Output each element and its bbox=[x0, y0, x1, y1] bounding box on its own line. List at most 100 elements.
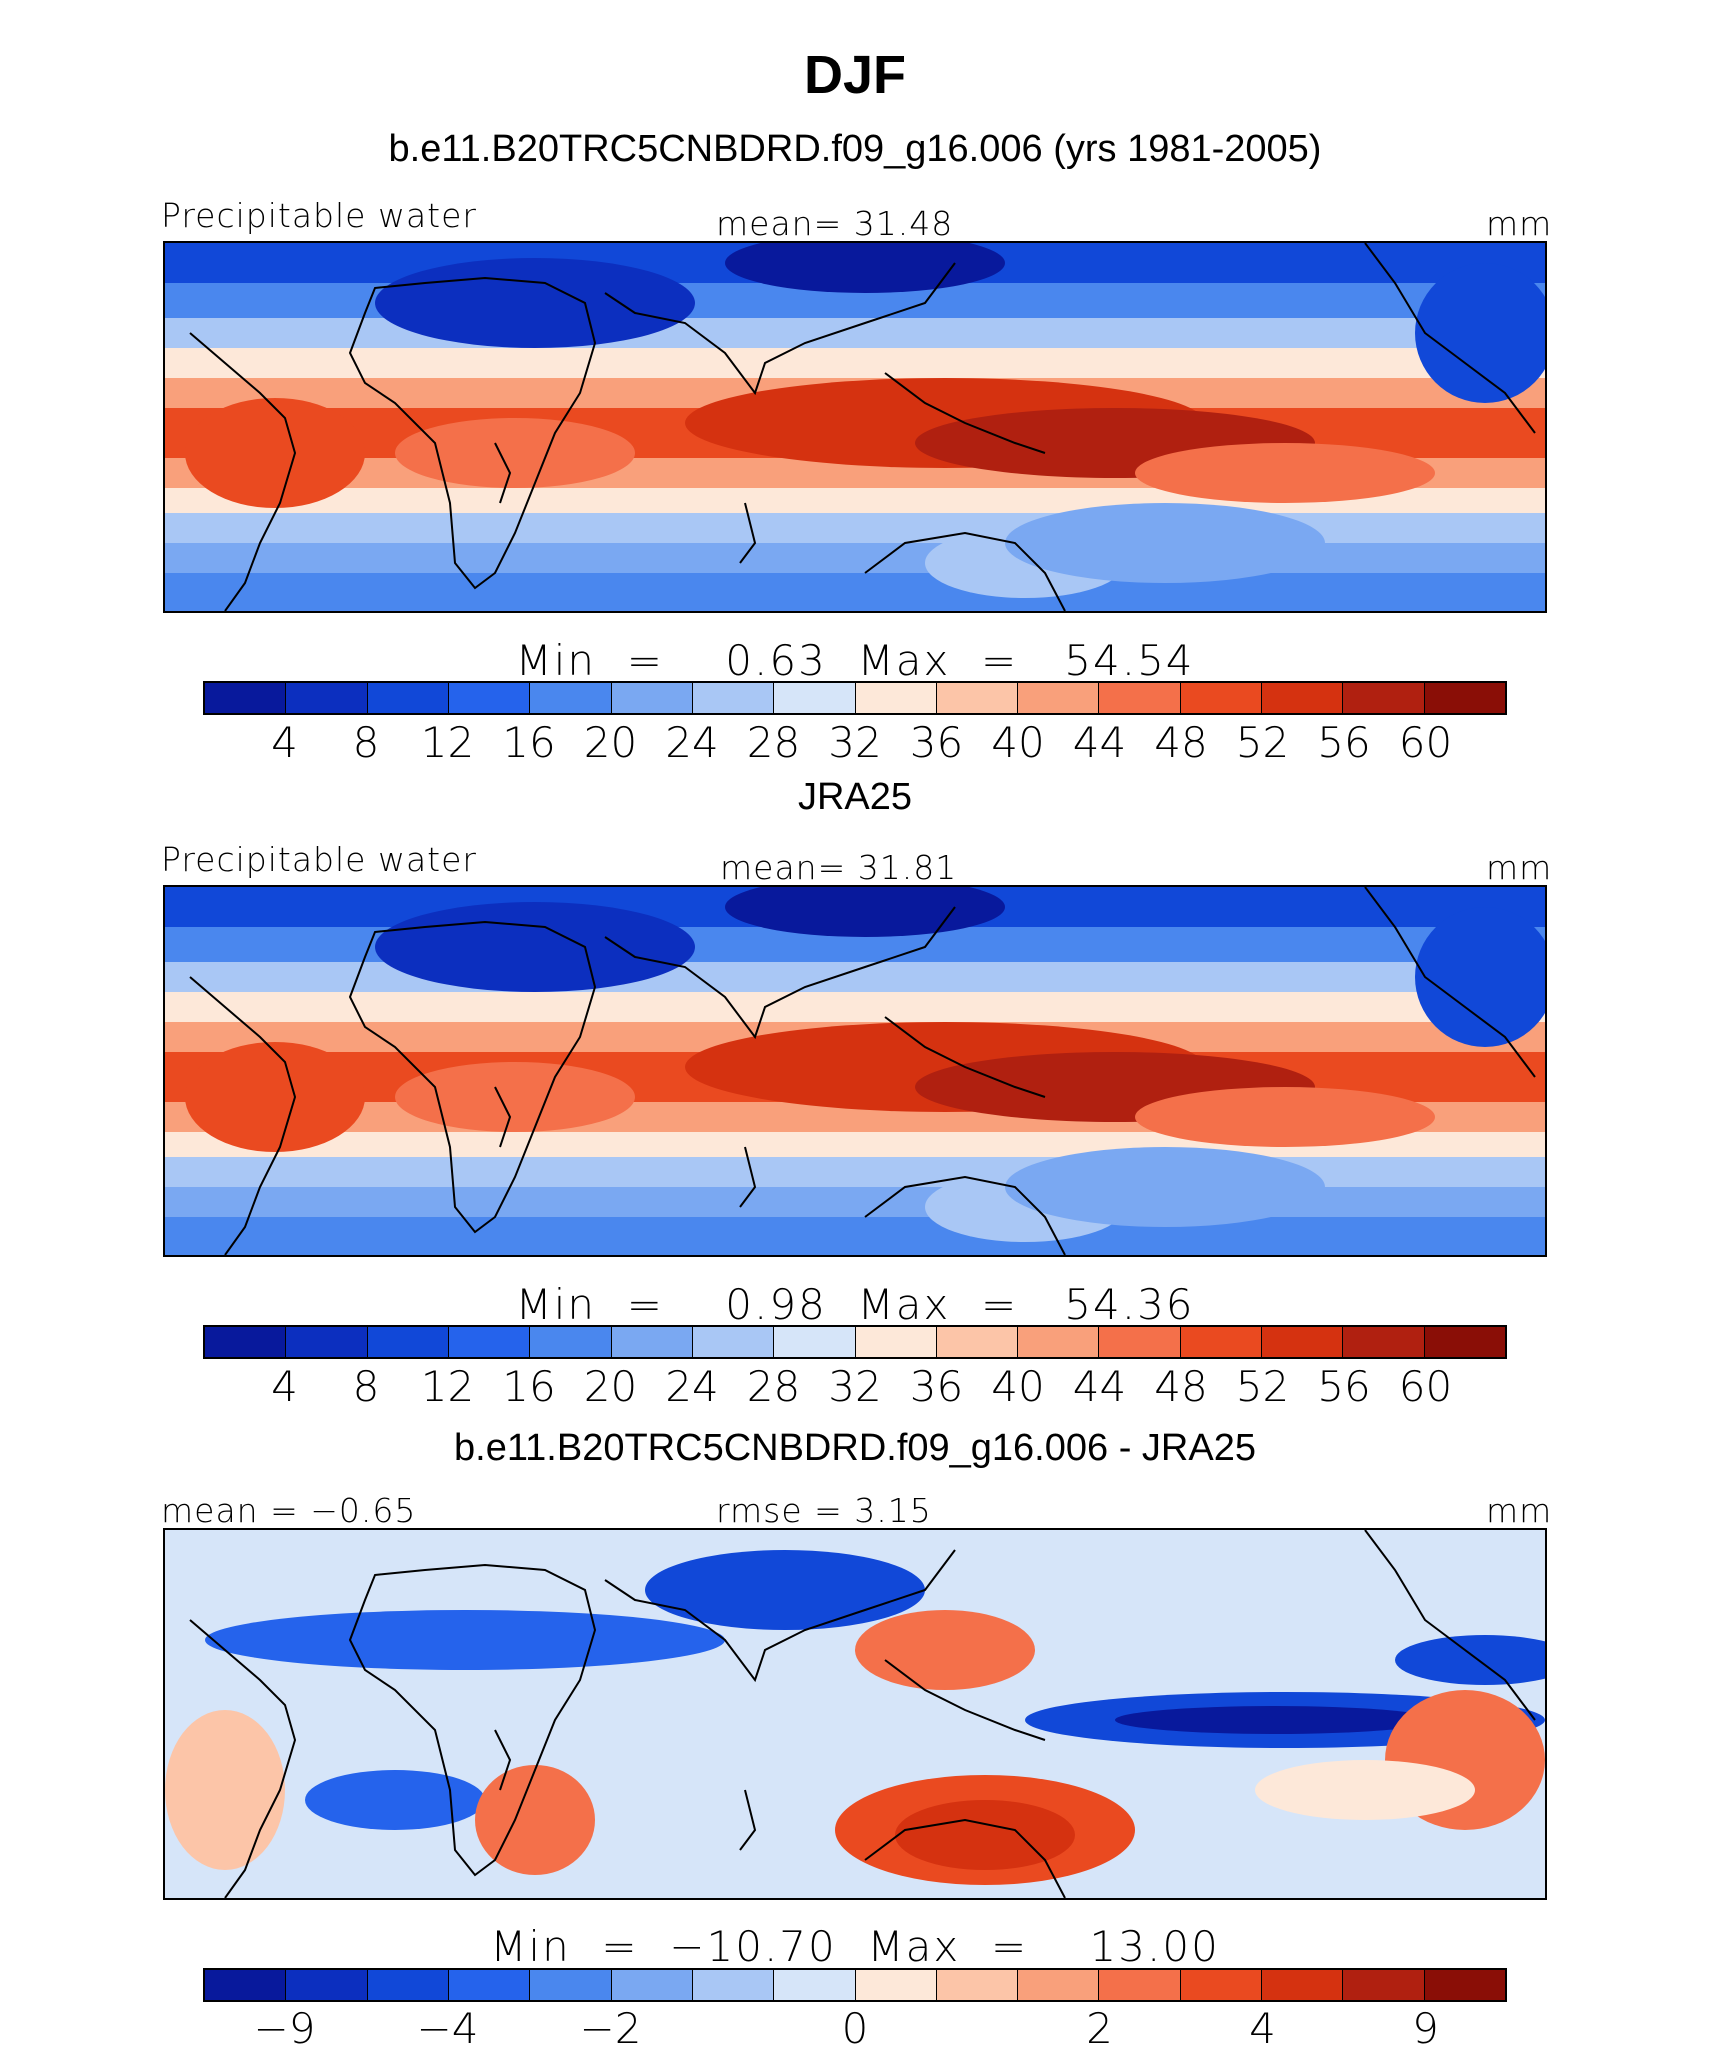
colorbar-cell bbox=[611, 1327, 693, 1357]
contour-band bbox=[165, 318, 1545, 348]
colorbar-tick-label: 48 bbox=[1154, 718, 1208, 767]
coastline bbox=[864, 1818, 1066, 1898]
colorbar-cell bbox=[1424, 683, 1505, 713]
colorbar-tick-label: 28 bbox=[746, 718, 801, 767]
colorbar-tick-label: 24 bbox=[665, 1362, 719, 1411]
colorbar-cell bbox=[448, 683, 531, 713]
colorbar-cell bbox=[1343, 1327, 1425, 1357]
contour-region bbox=[725, 243, 1005, 293]
contour-band bbox=[165, 513, 1545, 543]
coastline bbox=[494, 442, 512, 504]
coastline bbox=[864, 1175, 1066, 1255]
colorbar-cell bbox=[1099, 683, 1181, 713]
colorbar-tick-label: 8 bbox=[352, 718, 380, 767]
coastline bbox=[1364, 887, 1536, 1078]
coastline bbox=[189, 332, 297, 611]
colorbar-tick-label: 4 bbox=[271, 1362, 298, 1411]
contour-band bbox=[165, 1187, 1545, 1217]
colorbar-cell bbox=[1018, 683, 1100, 713]
contour-region bbox=[1135, 1087, 1435, 1147]
coastline bbox=[494, 1086, 512, 1148]
panel-2-colorbar-ticks: 4 8 12 16 20 24 28 32 36 40 44 48 52 56 60 bbox=[203, 1362, 1507, 1412]
contour-band bbox=[165, 962, 1545, 992]
colorbar-cell bbox=[774, 683, 856, 713]
colorbar-cell bbox=[1099, 1327, 1181, 1357]
panel-2-map bbox=[163, 885, 1547, 1257]
colorbar-tick-label: −2 bbox=[579, 2004, 642, 2053]
colorbar-tick-label: 4 bbox=[1249, 2004, 1276, 2053]
colorbar-tick-label: 32 bbox=[828, 718, 882, 767]
colorbar-tick-label: 60 bbox=[1398, 718, 1453, 767]
colorbar-cell bbox=[530, 1327, 612, 1357]
coastline bbox=[1364, 243, 1536, 434]
colorbar-cell bbox=[1262, 1327, 1344, 1357]
contour-region bbox=[1415, 907, 1545, 1047]
contour-band bbox=[165, 1157, 1545, 1187]
colorbar-cell bbox=[1099, 1970, 1181, 2000]
contour-band bbox=[165, 543, 1545, 573]
panel-2-title: JRA25 bbox=[797, 776, 913, 818]
panel-1-mean-label: mean= 31.48 bbox=[716, 204, 954, 243]
colorbar-cell bbox=[855, 1327, 937, 1357]
coastline bbox=[348, 1563, 597, 1877]
contour-region bbox=[1115, 1706, 1435, 1734]
colorbar-cell bbox=[936, 1327, 1019, 1357]
contour-region bbox=[1395, 1635, 1545, 1685]
panel-1-map bbox=[163, 241, 1547, 613]
coastline bbox=[864, 531, 1066, 611]
contour-region bbox=[185, 1042, 365, 1152]
colorbar-cell bbox=[286, 1327, 368, 1357]
colorbar-cell bbox=[1180, 1970, 1263, 2000]
contour-band bbox=[165, 348, 1545, 378]
contour-region bbox=[645, 1550, 925, 1630]
colorbar-tick-label: 12 bbox=[420, 718, 475, 767]
figure-title: DJF bbox=[803, 45, 906, 105]
contour-region bbox=[1005, 1147, 1325, 1227]
colorbar-cell bbox=[530, 1970, 612, 2000]
contour-region bbox=[375, 258, 695, 348]
coastline bbox=[1364, 1530, 1536, 1721]
panel-3-title: b.e11.B20TRC5CNBDRD.f09_g16.006 - JRA25 bbox=[454, 1427, 1256, 1469]
colorbar-cell bbox=[205, 1970, 287, 2000]
coastline bbox=[884, 372, 1046, 454]
panel-1-colorbar-ticks: 4 8 12 16 20 24 28 32 36 40 44 48 52 56 60 bbox=[203, 718, 1507, 768]
coastline bbox=[494, 1729, 512, 1791]
colorbar-tick-label: 20 bbox=[583, 1362, 638, 1411]
colorbar-cell bbox=[448, 1970, 531, 2000]
panel-1-units-label: mm bbox=[1486, 204, 1553, 243]
contour-region bbox=[1005, 503, 1325, 583]
colorbar-cell bbox=[1262, 683, 1344, 713]
colorbar-cell bbox=[774, 1327, 856, 1357]
contour-region bbox=[165, 1710, 285, 1870]
colorbar-cell bbox=[1343, 683, 1425, 713]
colorbar-tick-label: −4 bbox=[416, 2004, 479, 2053]
colorbar-tick-label: 4 bbox=[271, 718, 298, 767]
colorbar-tick-label: 2 bbox=[1086, 2004, 1113, 2053]
colorbar-tick-label: 20 bbox=[583, 718, 638, 767]
colorbar-cell bbox=[936, 1970, 1019, 2000]
colorbar-cell bbox=[1018, 1970, 1100, 2000]
colorbar-cell bbox=[611, 1970, 693, 2000]
colorbar-tick-label: 0 bbox=[841, 2004, 869, 2053]
panel-3-colorbar-ticks: −9 −4 −2 0 2 4 9 bbox=[203, 2004, 1507, 2054]
panel-2-variable-label: Precipitable water bbox=[161, 840, 477, 879]
contour-region bbox=[205, 1610, 725, 1670]
coastline bbox=[604, 1549, 956, 1683]
coastline bbox=[348, 276, 597, 590]
colorbar-cell bbox=[692, 1970, 775, 2000]
panel-3-mean-label: mean = −0.65 bbox=[161, 1491, 417, 1530]
colorbar-tick-label: −9 bbox=[253, 2004, 316, 2053]
colorbar-tick-label: 12 bbox=[420, 1362, 475, 1411]
colorbar-tick-label: 9 bbox=[1412, 2004, 1439, 2053]
colorbar-tick-label: 36 bbox=[909, 1362, 964, 1411]
colorbar-tick-label: 52 bbox=[1235, 1362, 1290, 1411]
panel-2-mean-label: mean= 31.81 bbox=[720, 848, 958, 887]
colorbar-cell bbox=[692, 683, 775, 713]
colorbar-cell bbox=[1180, 1327, 1263, 1357]
colorbar-tick-label: 24 bbox=[665, 718, 719, 767]
contour-region bbox=[725, 887, 1005, 937]
contour-region bbox=[1415, 263, 1545, 403]
colorbar-cell bbox=[367, 683, 449, 713]
colorbar-cell bbox=[611, 683, 693, 713]
panel-2-colorbar bbox=[203, 1325, 1507, 1359]
